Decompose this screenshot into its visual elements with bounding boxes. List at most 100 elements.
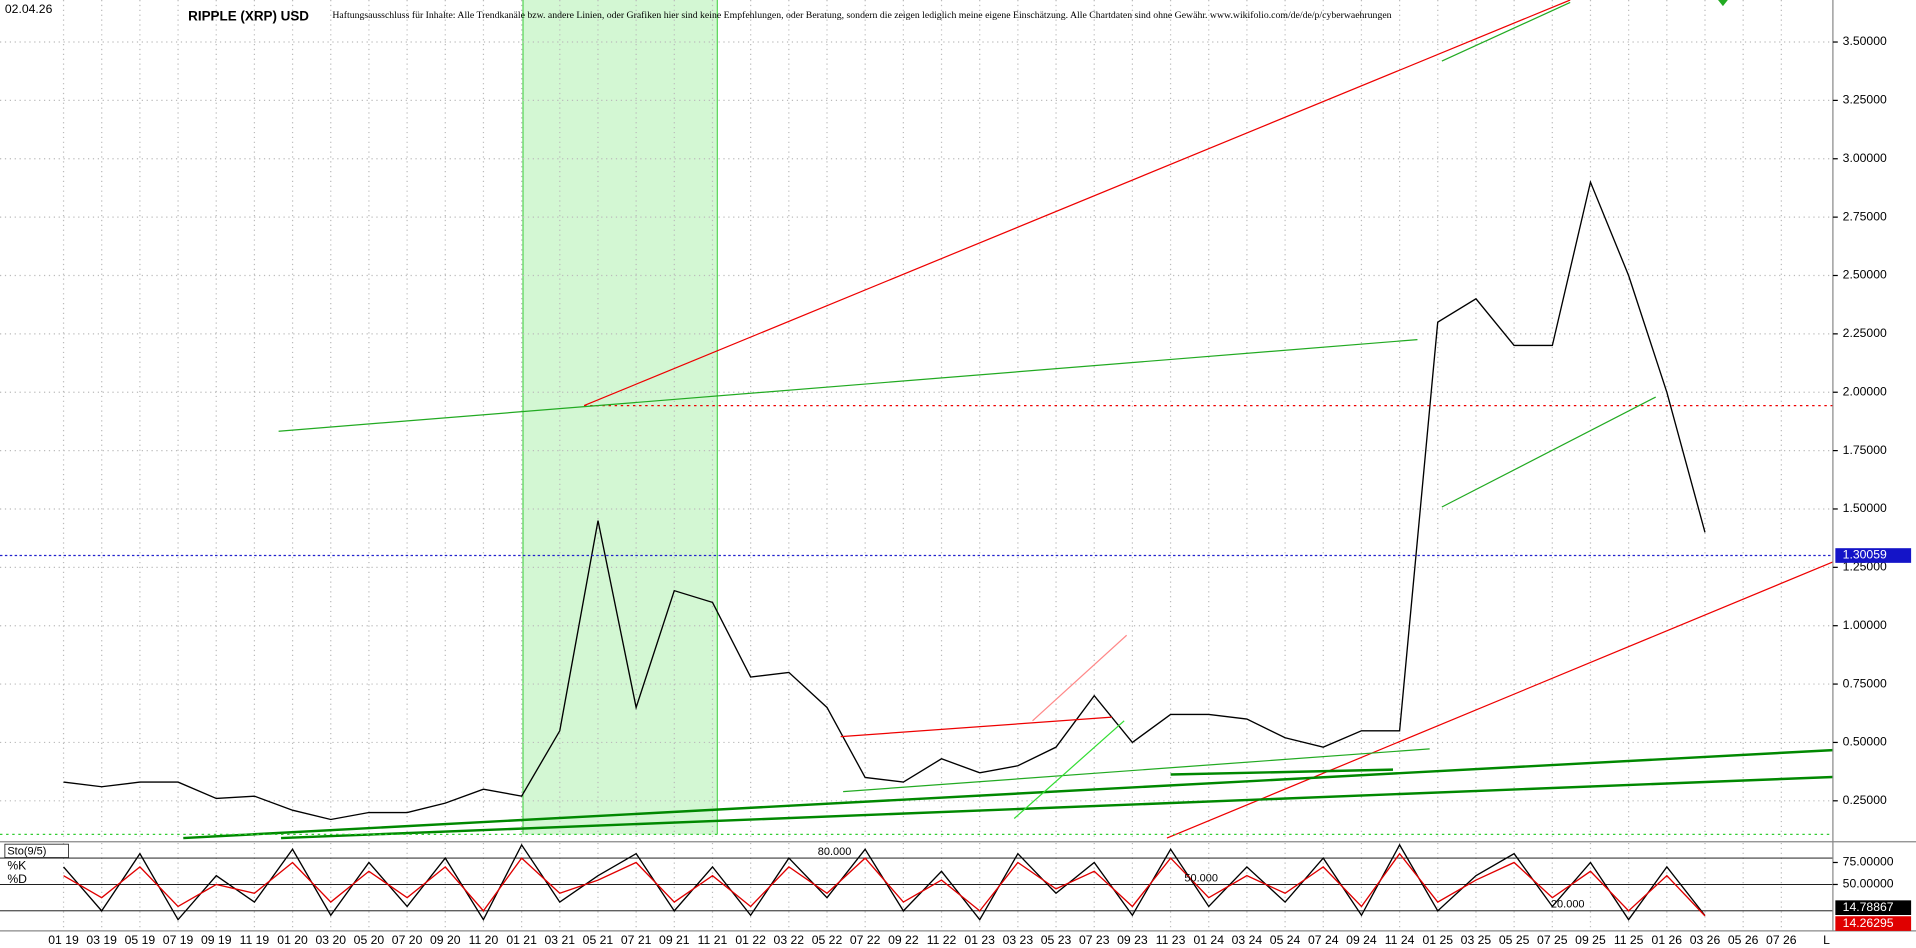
trendline bbox=[1166, 561, 1834, 839]
x-tick-label: 01 23 bbox=[964, 933, 995, 947]
level-label: 80.000 bbox=[818, 846, 852, 858]
x-tick-label: 05 23 bbox=[1041, 933, 1072, 947]
x-tick-label: 11 19 bbox=[240, 933, 270, 947]
x-tick-label: 07 25 bbox=[1537, 933, 1568, 947]
trendline bbox=[583, 0, 1571, 407]
y-tick-label: 1.00000 bbox=[1843, 618, 1887, 632]
x-tick-label: 07 19 bbox=[163, 933, 194, 947]
x-tick-label: 03 21 bbox=[545, 933, 576, 947]
x-tick-label: 07 20 bbox=[392, 933, 423, 947]
x-tick-label: 09 24 bbox=[1346, 933, 1377, 947]
trendline bbox=[843, 748, 1430, 793]
x-tick-label: 07 24 bbox=[1308, 933, 1339, 947]
last-value-label: 1.30059 bbox=[1843, 548, 1887, 562]
x-tick-label: 01 20 bbox=[277, 933, 308, 947]
grid bbox=[0, 0, 1833, 931]
legend-label: %K bbox=[7, 858, 26, 872]
x-tick-label: 09 23 bbox=[1117, 933, 1148, 947]
x-tick-label: 07 21 bbox=[621, 933, 652, 947]
last-value-label: 14.78867 bbox=[1843, 900, 1894, 914]
y-tick-label: 0.75000 bbox=[1843, 676, 1887, 690]
y-tick-label: 2.75000 bbox=[1843, 209, 1887, 223]
x-tick-label: 05 19 bbox=[125, 933, 156, 947]
x-tick-label: 11 25 bbox=[1614, 933, 1644, 947]
series-line bbox=[63, 852, 1706, 917]
trendline bbox=[1032, 634, 1128, 722]
x-tick-label: 01 21 bbox=[506, 933, 537, 947]
y-tick-label: 2.50000 bbox=[1843, 268, 1887, 282]
x-tick-label: 03 25 bbox=[1461, 933, 1492, 947]
y-tick-label: 50.00000 bbox=[1843, 877, 1894, 891]
x-tick-label: 05 21 bbox=[583, 933, 614, 947]
trendline bbox=[840, 716, 1113, 738]
last-value-box bbox=[1835, 916, 1912, 931]
highlight-zone bbox=[522, 0, 718, 835]
x-tick-label: 01 22 bbox=[735, 933, 766, 947]
level-label: 20.000 bbox=[1551, 899, 1585, 911]
x-tick-label: 03 24 bbox=[1232, 933, 1263, 947]
y-tick-label: 1.50000 bbox=[1843, 501, 1887, 515]
y-tick-label: 2.00000 bbox=[1843, 384, 1887, 398]
x-tick-label: 11 24 bbox=[1385, 933, 1415, 947]
series-line bbox=[63, 179, 1706, 821]
x-tick-label: 09 20 bbox=[430, 933, 461, 947]
y-tick-label: 75.00000 bbox=[1843, 855, 1894, 869]
x-tick-label: 11 20 bbox=[469, 933, 499, 947]
last-value-box bbox=[1835, 900, 1912, 916]
x-tick-label: 05 20 bbox=[354, 933, 385, 947]
trendline bbox=[1441, 396, 1657, 508]
y-tick-label: 3.00000 bbox=[1843, 151, 1887, 165]
x-tick-label: 05 25 bbox=[1499, 933, 1530, 947]
x-tick-label: 09 21 bbox=[659, 933, 690, 947]
trendline bbox=[1013, 720, 1125, 819]
trendline bbox=[183, 748, 1833, 840]
marker-arrow bbox=[1718, 0, 1728, 7]
x-tick-label: 03 22 bbox=[774, 933, 805, 947]
last-value-box bbox=[1835, 548, 1912, 563]
x-tick-label: 03 20 bbox=[315, 933, 346, 947]
x-tick-label: 07 26 bbox=[1766, 933, 1797, 947]
y-tick-label: 1.75000 bbox=[1843, 443, 1887, 457]
x-tick-label: 11 23 bbox=[1156, 933, 1186, 947]
x-tick-label: 07 23 bbox=[1079, 933, 1110, 947]
x-tick-label: 09 25 bbox=[1575, 933, 1606, 947]
x-tick-label: 11 21 bbox=[698, 933, 728, 947]
y-tick-label: 2.25000 bbox=[1843, 326, 1887, 340]
plot bbox=[63, 179, 1706, 922]
x-tick-label: 09 22 bbox=[888, 933, 919, 947]
x-tick-label: 09 19 bbox=[201, 933, 232, 947]
trendline bbox=[280, 775, 1833, 840]
y-tick-label: 3.25000 bbox=[1843, 93, 1887, 107]
chart-title: RIPPLE (XRP) USD bbox=[188, 9, 309, 24]
indicator-label-box bbox=[4, 843, 69, 858]
x-tick-label: 03 26 bbox=[1690, 933, 1721, 947]
x-tick-label: 05 22 bbox=[812, 933, 843, 947]
disclaimer: Haftungsausschluss für Inhalte: Alle Tre… bbox=[332, 10, 1391, 21]
x-tick-label: 01 26 bbox=[1652, 933, 1683, 947]
x-tick-label: 01 25 bbox=[1423, 933, 1454, 947]
x-tick-label: 05 26 bbox=[1728, 933, 1759, 947]
trendline bbox=[1441, 1, 1571, 62]
indicator-title: Sto(9/5) bbox=[7, 845, 46, 857]
axis-end-label: L bbox=[1823, 933, 1830, 947]
trendline bbox=[278, 339, 1418, 432]
y-tick-label: 1.25000 bbox=[1843, 560, 1887, 574]
x-tick-label: 03 19 bbox=[86, 933, 117, 947]
x-tick-label: 07 22 bbox=[850, 933, 881, 947]
y-tick-label: 3.50000 bbox=[1843, 34, 1887, 48]
date: 02.04.26 bbox=[5, 2, 53, 16]
last-value-label: 14.26295 bbox=[1843, 916, 1894, 930]
x-tick-label: 01 24 bbox=[1193, 933, 1224, 947]
x-tick-label: 01 19 bbox=[48, 933, 79, 947]
trendlines bbox=[0, 0, 1834, 840]
y-tick-label: 0.25000 bbox=[1843, 793, 1887, 807]
legend-label: %D bbox=[7, 872, 27, 886]
x-tick-label: 11 22 bbox=[927, 933, 957, 947]
trendline bbox=[1170, 768, 1394, 776]
y-tick-label: 0.50000 bbox=[1843, 735, 1887, 749]
x-tick-label: 03 23 bbox=[1003, 933, 1034, 947]
level-label: 50.000 bbox=[1184, 872, 1218, 884]
